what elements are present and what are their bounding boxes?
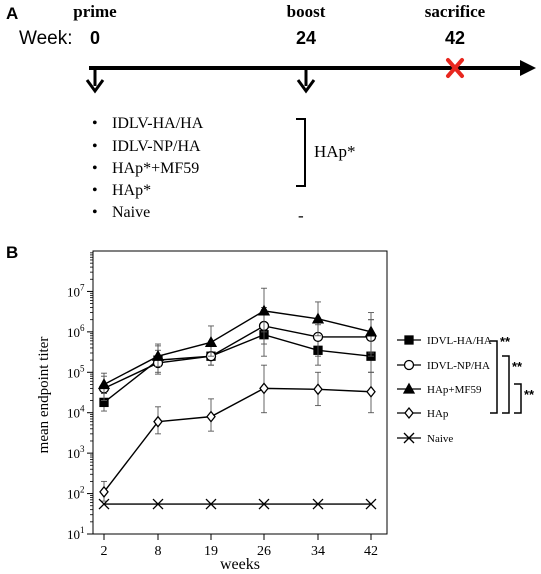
boost-arrow — [296, 68, 316, 94]
y-axis: 101 102 103 104 105 106 107 — [67, 252, 93, 542]
y-axis-label: mean endpoint titer — [36, 337, 52, 454]
significance-label: ** — [512, 359, 523, 374]
x-tick-label: 2 — [101, 544, 108, 559]
series-line — [103, 310, 372, 386]
y-tick-label: 101 — [67, 525, 85, 542]
data-point — [204, 336, 218, 348]
legend-marker — [402, 382, 416, 394]
data-point — [205, 498, 217, 510]
legend-marker — [403, 359, 415, 371]
data-point — [311, 312, 325, 324]
series-idvl-ha-ha — [99, 309, 376, 412]
x-tick-label: 8 — [155, 544, 162, 559]
data-point — [257, 304, 271, 316]
data-point — [153, 415, 163, 428]
panel-a-label: A — [6, 4, 18, 23]
bullet: • — [92, 115, 98, 132]
event-boost-label: boost — [287, 2, 326, 21]
week-label: Week: — [19, 28, 73, 49]
panel-b-label: B — [6, 243, 18, 262]
legend-entry: Naive — [397, 432, 453, 445]
y-tick-label: 107 — [67, 282, 85, 299]
sacrifice-x-mark — [446, 58, 464, 78]
data-point — [366, 385, 376, 398]
timeline-arrowhead — [520, 60, 536, 76]
bracket-mf59-vs-hap — [514, 383, 522, 414]
event-boost-week: 24 — [296, 28, 316, 48]
bullet: • — [92, 204, 98, 221]
x-tick-label: 42 — [364, 544, 378, 559]
significance-label: ** — [524, 387, 535, 402]
data-point — [206, 410, 216, 423]
event-prime-week: 0 — [90, 28, 100, 48]
bullet: • — [92, 160, 98, 177]
x-axis-label: weeks — [220, 556, 260, 573]
event-sacrifice-week: 42 — [445, 28, 465, 48]
y-tick-label: 104 — [67, 404, 85, 421]
group-hap-mf59: HAp*+MF59 — [112, 160, 199, 177]
event-sacrifice-label: sacrifice — [425, 2, 486, 21]
significance-brackets — [490, 340, 522, 414]
series-naive — [98, 498, 377, 510]
x-tick-label: 19 — [204, 544, 218, 559]
legend-marker — [404, 335, 414, 345]
y-tick-label: 102 — [67, 485, 85, 502]
data-point — [152, 498, 164, 510]
group-idlv-ha-ha: IDLV-HA/HA — [112, 115, 204, 132]
series-line — [103, 387, 372, 493]
legend-label: IDVL-NP/HA — [427, 360, 490, 372]
y-tick-label: 103 — [67, 444, 85, 461]
data-point — [365, 498, 377, 510]
y-tick-label: 105 — [67, 363, 85, 380]
series-line — [103, 325, 371, 390]
group-idlv-np-ha: IDLV-NP/HA — [112, 138, 201, 155]
data-point — [364, 325, 378, 337]
legend-marker — [403, 432, 415, 444]
prime-arrow — [85, 68, 105, 94]
group-hap: HAp* — [112, 182, 151, 199]
bracket-np-vs-hap — [502, 355, 510, 414]
series-idvl-np-ha — [98, 307, 377, 401]
data-point — [312, 498, 324, 510]
legend-entry: IDVL-NP/HA — [397, 359, 490, 372]
data-point — [98, 498, 110, 510]
plot-frame — [92, 250, 388, 535]
legend-label: HAp+MF59 — [427, 384, 482, 396]
x-tick-label: 26 — [257, 544, 271, 559]
legend-marker — [404, 406, 414, 420]
boost-group-label: HAp* — [314, 142, 356, 161]
bullet: • — [92, 138, 98, 155]
x-tick-label: 34 — [311, 544, 325, 559]
data-point — [99, 485, 109, 498]
data-point — [259, 382, 269, 395]
legend-label: HAp — [427, 408, 449, 420]
x-axis: 2 8 19 26 34 42 — [101, 534, 378, 559]
naive-boost-dash: - — [298, 206, 304, 225]
series-line — [103, 333, 372, 403]
data-point — [313, 383, 323, 396]
significance-label: ** — [500, 334, 511, 349]
legend-entry: HAp — [397, 406, 449, 420]
data-point — [151, 349, 165, 361]
legend-label: Naive — [427, 433, 453, 445]
group-naive: Naive — [112, 204, 150, 221]
series-hap — [99, 364, 376, 502]
series-layer — [97, 287, 378, 510]
bullet: • — [92, 182, 98, 199]
series-hap-mf59 — [97, 287, 378, 394]
data-point — [258, 498, 270, 510]
line-chart: 101 102 103 104 105 106 107 2 8 19 26 34 42 — [67, 250, 388, 559]
boost-bracket — [296, 118, 306, 187]
legend-entry: IDVL-HA/HA — [397, 335, 492, 347]
legend: IDVL-HA/HA IDVL-NP/HA HAp+MF59 HAp Naive — [397, 335, 492, 445]
data-point — [97, 378, 111, 390]
legend-entry: HAp+MF59 — [397, 382, 482, 396]
event-prime-label: prime — [73, 2, 117, 21]
bracket-ha-vs-hap — [490, 340, 498, 414]
y-tick-label: 106 — [67, 323, 85, 340]
legend-label: IDVL-HA/HA — [427, 335, 492, 347]
